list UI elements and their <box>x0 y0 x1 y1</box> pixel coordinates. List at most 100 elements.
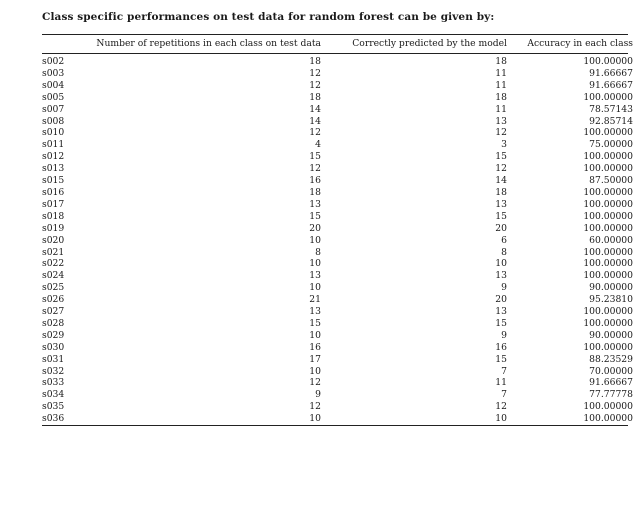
cell-accuracy: 100.00000 <box>583 127 633 139</box>
cell-accuracy: 90.00000 <box>589 329 633 341</box>
performance-table-body: s002 18 18 100.00000 s003 12 11 91.66667 s004 12 1… <box>42 54 633 425</box>
cell-accuracy: 60.00000 <box>589 234 633 246</box>
cell-repetitions: 14 <box>309 115 321 127</box>
performance-table: Number of repetitions in each class on t… <box>42 37 633 53</box>
table-row: s012 15 15 100.00000 <box>42 151 633 163</box>
cell-correctly-predicted: 20 <box>495 222 507 234</box>
cell-repetitions: 10 <box>309 282 321 294</box>
cell-correctly-predicted: 7 <box>501 365 507 377</box>
cell-accuracy: 75.00000 <box>589 139 633 151</box>
cell-correctly-predicted: 13 <box>495 270 507 282</box>
cell-accuracy: 91.66667 <box>589 67 633 79</box>
cell-repetitions: 4 <box>315 139 321 151</box>
cell-accuracy: 100.00000 <box>583 210 633 222</box>
cell-repetitions: 9 <box>315 389 321 401</box>
cell-accuracy: 100.00000 <box>583 222 633 234</box>
cell-repetitions: 10 <box>309 329 321 341</box>
cell-correctly-predicted: 12 <box>495 401 507 413</box>
cell-correctly-predicted: 11 <box>495 67 507 79</box>
cell-class-id: s026 <box>42 294 65 306</box>
cell-repetitions: 17 <box>309 353 321 365</box>
cell-correctly-predicted: 13 <box>495 115 507 127</box>
cell-repetitions: 13 <box>309 270 321 282</box>
cell-accuracy: 70.00000 <box>589 365 633 377</box>
table-row: s034 9 7 77.77778 <box>42 389 633 401</box>
cell-class-id: s016 <box>42 186 65 198</box>
cell-class-id: s030 <box>42 341 65 353</box>
cell-class-id: s036 <box>42 413 65 425</box>
header-correctly-predicted: Correctly predicted by the model <box>352 38 507 49</box>
table-row: s002 18 18 100.00000 <box>42 54 633 68</box>
header-accuracy: Accuracy in each class <box>527 38 633 49</box>
cell-correctly-predicted: 20 <box>495 294 507 306</box>
cell-repetitions: 18 <box>309 91 321 103</box>
cell-class-id: s029 <box>42 329 65 341</box>
cell-correctly-predicted: 15 <box>495 151 507 163</box>
cell-class-id: s011 <box>42 139 65 151</box>
cell-class-id: s010 <box>42 127 65 139</box>
cell-repetitions: 14 <box>309 103 321 115</box>
cell-accuracy: 100.00000 <box>583 151 633 163</box>
table-row: s026 21 20 95.23810 <box>42 294 633 306</box>
cell-correctly-predicted: 12 <box>495 127 507 139</box>
table-row: s016 18 18 100.00000 <box>42 187 633 199</box>
cell-accuracy: 100.00000 <box>583 246 633 258</box>
table-row: s036 10 10 100.00000 <box>42 413 633 425</box>
cell-class-id: s004 <box>42 79 65 91</box>
cell-class-id: s002 <box>42 56 65 67</box>
cell-accuracy: 92.85714 <box>589 115 633 127</box>
header-row: Number of repetitions in each class on t… <box>42 37 633 53</box>
table-row: s028 15 15 100.00000 <box>42 318 633 330</box>
cell-correctly-predicted: 18 <box>495 186 507 198</box>
cell-repetitions: 13 <box>309 198 321 210</box>
page-title: Class specific performances on test data… <box>42 11 495 23</box>
table-row: s021 8 8 100.00000 <box>42 247 633 259</box>
cell-correctly-predicted: 18 <box>495 56 507 67</box>
cell-accuracy: 90.00000 <box>589 282 633 294</box>
cell-repetitions: 20 <box>309 222 321 234</box>
cell-class-id: s027 <box>42 306 65 318</box>
table-row: s029 10 9 90.00000 <box>42 330 633 342</box>
table-header: Number of repetitions in each class on t… <box>42 37 633 53</box>
cell-correctly-predicted: 6 <box>501 234 507 246</box>
table-row: s005 18 18 100.00000 <box>42 92 633 104</box>
table-row: s035 12 12 100.00000 <box>42 401 633 413</box>
table-row: s013 12 12 100.00000 <box>42 163 633 175</box>
cell-accuracy: 100.00000 <box>583 91 633 103</box>
table-row: s011 4 3 75.00000 <box>42 139 633 151</box>
table-row: s004 12 11 91.66667 <box>42 80 633 92</box>
table-row: s025 10 9 90.00000 <box>42 282 633 294</box>
cell-repetitions: 18 <box>309 56 321 67</box>
cell-repetitions: 8 <box>315 246 321 258</box>
cell-correctly-predicted: 16 <box>495 341 507 353</box>
cell-correctly-predicted: 7 <box>501 389 507 401</box>
cell-repetitions: 16 <box>309 175 321 187</box>
cell-accuracy: 100.00000 <box>583 56 633 67</box>
cell-accuracy: 100.00000 <box>583 258 633 270</box>
cell-repetitions: 21 <box>309 294 321 306</box>
cell-correctly-predicted: 13 <box>495 198 507 210</box>
cell-class-id: s013 <box>42 163 65 175</box>
cell-repetitions: 12 <box>309 377 321 389</box>
cell-repetitions: 10 <box>309 258 321 270</box>
cell-correctly-predicted: 11 <box>495 103 507 115</box>
cell-accuracy: 95.23810 <box>589 294 633 306</box>
cell-repetitions: 12 <box>309 127 321 139</box>
cell-repetitions: 13 <box>309 306 321 318</box>
cell-accuracy: 88.23529 <box>589 353 633 365</box>
table-row: s031 17 15 88.23529 <box>42 354 633 366</box>
table-row: s032 10 7 70.00000 <box>42 366 633 378</box>
cell-repetitions: 10 <box>309 234 321 246</box>
table-row: s003 12 11 91.66667 <box>42 68 633 80</box>
cell-correctly-predicted: 13 <box>495 306 507 318</box>
cell-correctly-predicted: 8 <box>501 246 507 258</box>
table-top-rule <box>42 34 628 35</box>
cell-correctly-predicted: 11 <box>495 79 507 91</box>
cell-correctly-predicted: 10 <box>495 258 507 270</box>
cell-class-id: s021 <box>42 246 65 258</box>
cell-class-id: s035 <box>42 401 65 413</box>
cell-class-id: s033 <box>42 377 65 389</box>
table-row: s008 14 13 92.85714 <box>42 116 633 128</box>
cell-repetitions: 12 <box>309 401 321 413</box>
cell-class-id: s025 <box>42 282 65 294</box>
